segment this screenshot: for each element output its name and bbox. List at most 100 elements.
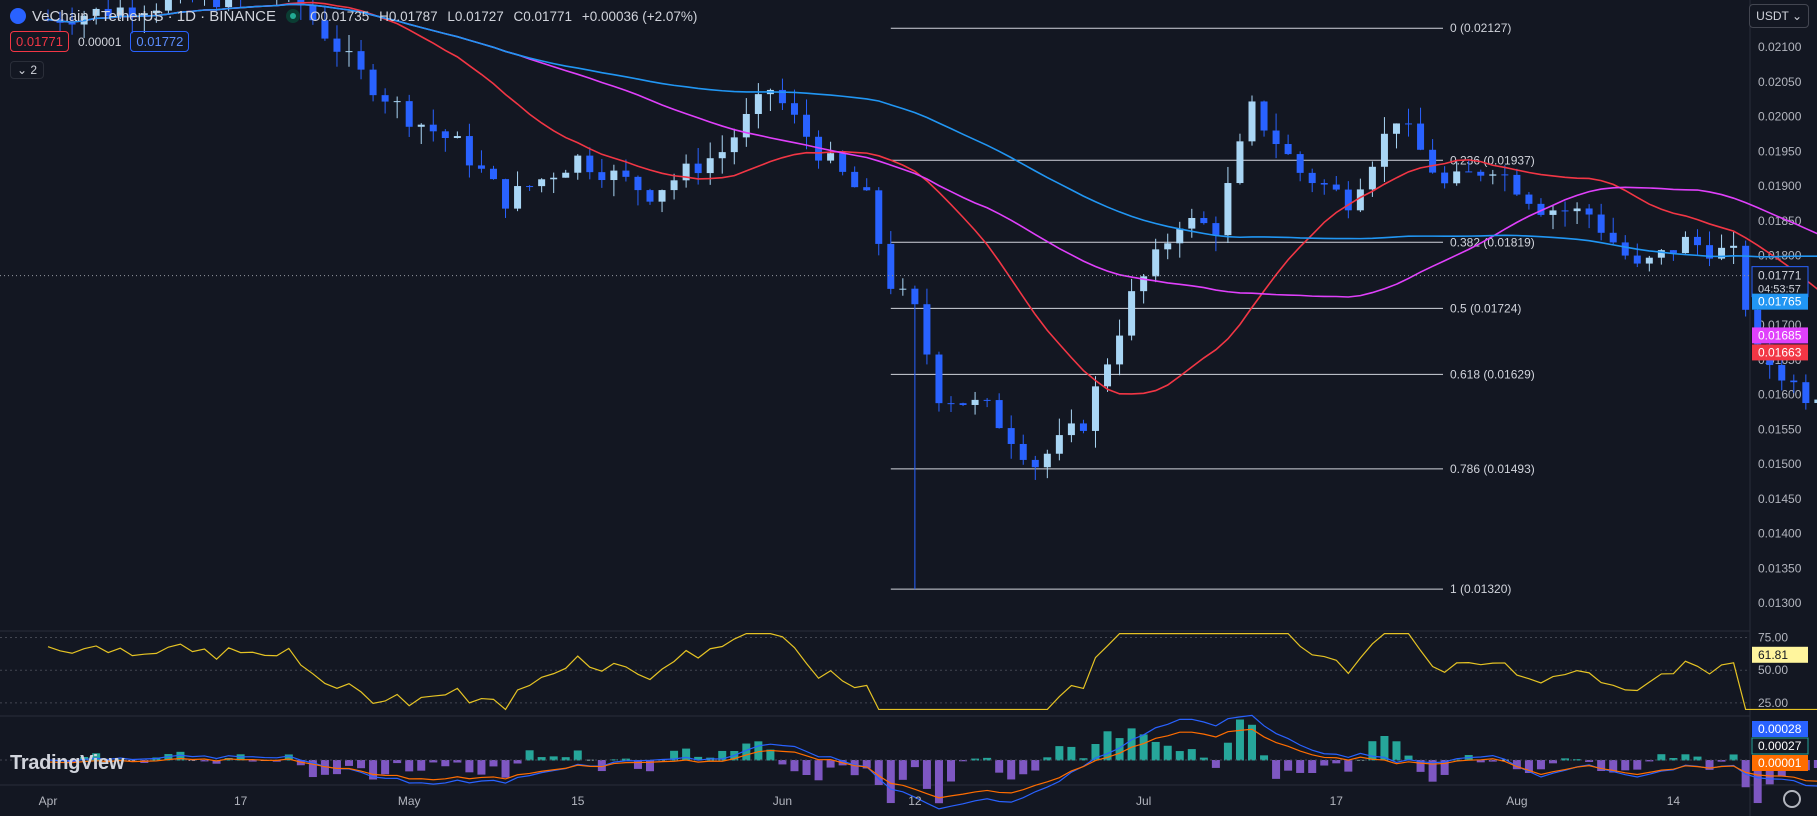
time-tick-label: Jun [773, 794, 792, 808]
candle-body [1043, 453, 1051, 468]
macd-histogram-bar [1163, 745, 1172, 761]
macd-histogram-bar [1488, 760, 1497, 762]
macd-histogram-bar [1729, 754, 1738, 761]
macd-histogram-bar [188, 760, 197, 761]
macd-histogram-bar [393, 760, 402, 764]
candle-body [1585, 208, 1593, 215]
macd-histogram-bar [453, 760, 462, 763]
macd-value-label: 0.00028 [1758, 722, 1802, 736]
macd-histogram-bar [573, 750, 582, 761]
candle-body [1079, 423, 1087, 431]
candle-body [971, 399, 979, 405]
candle-body [1380, 133, 1388, 167]
fib-level-label: 0.618 (0.01629) [1450, 367, 1535, 381]
ma-mid-line [47, 3, 1817, 298]
change-value: +0.00036 (+2.07%) [581, 8, 698, 24]
candle-body [923, 304, 931, 355]
macd-histogram-bar [1524, 760, 1533, 773]
macd-histogram-bar [405, 760, 414, 772]
macd-histogram-bar [1609, 760, 1618, 773]
candles-group [44, 0, 1817, 590]
macd-histogram-bar [898, 760, 907, 780]
macd-histogram-bar [1380, 735, 1389, 761]
macd-histogram-bar [1549, 760, 1557, 764]
price-tick-label: 0.01550 [1758, 422, 1802, 436]
sell-button[interactable]: 0.01771 [10, 31, 69, 52]
currency-selector[interactable]: USDT ⌄ [1749, 4, 1809, 28]
candle-body [598, 172, 606, 181]
macd-histogram-bar [947, 760, 955, 782]
high-label: H [379, 8, 389, 24]
macd-histogram-bar [1693, 756, 1702, 761]
macd-histogram-bar [1067, 746, 1076, 761]
candle-body [465, 136, 473, 166]
candle-body [1465, 171, 1473, 173]
macd-histogram-bar [369, 760, 378, 780]
macd-signal-line [47, 728, 1817, 799]
candle-body [1140, 276, 1148, 292]
macd-histogram-bar [525, 750, 534, 761]
macd-histogram-bar [609, 759, 618, 761]
indicators-collapse-button[interactable]: ⌄ 2 [10, 61, 45, 79]
candle-body [1609, 232, 1617, 243]
macd-histogram-bar [561, 757, 570, 761]
macd-histogram-bar [1681, 754, 1690, 761]
price-tick-label: 0.01950 [1758, 144, 1802, 158]
candle-body [778, 89, 786, 104]
candle-body [369, 69, 377, 96]
candle-body [489, 168, 497, 180]
candle-body [1814, 399, 1817, 404]
candle-body [104, 8, 112, 17]
macd-histogram-bar [1633, 760, 1642, 770]
macd-histogram-bar [248, 760, 257, 762]
high-value: 0.01787 [388, 8, 438, 24]
candle-body [213, 0, 221, 8]
macd-histogram-bar [320, 760, 329, 775]
macd-histogram-bar [549, 756, 558, 761]
macd-histogram-bar [1260, 755, 1269, 761]
candle-body [1790, 380, 1798, 383]
macd-histogram-bar [910, 760, 919, 768]
macd-histogram-bar [1645, 760, 1654, 762]
candle-body [586, 155, 594, 173]
macd-histogram-bar [1476, 760, 1485, 763]
candle-body [538, 179, 546, 187]
candle-body [1055, 435, 1063, 454]
candle-body [116, 7, 124, 17]
close-label: C [513, 8, 524, 24]
candle-body [550, 177, 558, 180]
macd-histogram-bar [742, 743, 751, 761]
candle-body [1730, 245, 1738, 248]
candle-body [995, 400, 1003, 429]
price-tick-label: 0.01350 [1758, 561, 1802, 575]
macd-histogram-bar [633, 760, 642, 769]
macd-histogram-bar [959, 760, 968, 762]
candle-body [947, 403, 955, 405]
macd-histogram-bar [585, 759, 594, 761]
macd-histogram-bar [1235, 719, 1244, 761]
gear-icon[interactable] [1783, 790, 1801, 808]
currency-label: USDT [1756, 9, 1789, 23]
candle-body [1212, 223, 1220, 236]
symbol-title[interactable]: VeChain / TetherUS · 1D · BINANCE [32, 7, 276, 25]
buy-button[interactable]: 0.01772 [130, 31, 190, 52]
macd-histogram-bar [1151, 741, 1160, 761]
candle-body [1296, 154, 1304, 173]
candle-body [1152, 249, 1160, 277]
price-tick-label: 0.01400 [1758, 527, 1802, 541]
macd-histogram-bar [1199, 757, 1208, 761]
candle-body [1031, 459, 1039, 468]
candle-body [1706, 245, 1714, 259]
candle-body [225, 0, 233, 8]
candle-body [754, 94, 762, 114]
candle-body [730, 137, 738, 153]
candle-body [1597, 214, 1605, 233]
macd-histogram-bar [200, 760, 209, 762]
low-value: 0.01727 [454, 8, 504, 24]
macd-histogram-bar [1308, 760, 1317, 773]
candle-body [742, 113, 750, 138]
candle-body [815, 136, 823, 161]
candle-body [1176, 228, 1184, 244]
time-tick-label: 14 [1667, 794, 1681, 808]
